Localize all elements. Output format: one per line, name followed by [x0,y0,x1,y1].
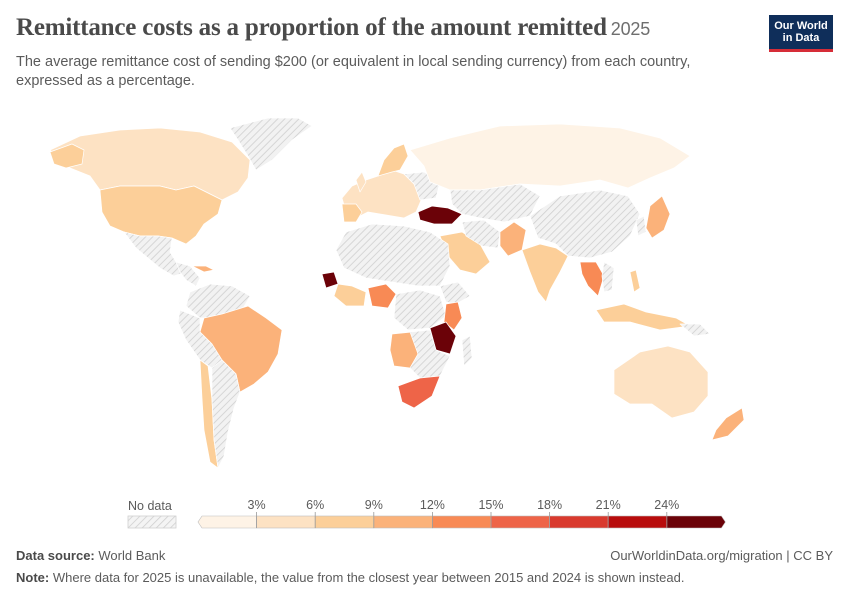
region-russia[interactable] [409,123,691,191]
legend-bin-8 [666,515,726,529]
data-source-label: Data source: [16,548,95,563]
region-central-africa[interactable] [393,289,447,331]
legend-bin-3 [373,515,433,529]
region-india[interactable] [521,243,569,303]
region-united-states[interactable] [99,185,223,245]
region-south-africa[interactable] [397,375,441,409]
region-nigeria[interactable] [367,283,397,309]
region-alaska[interactable] [49,143,85,169]
region-senegal[interactable] [321,271,339,289]
data-source: Data source: World Bank [16,548,165,563]
title-text: Remittance costs as a proportion of the … [16,14,607,41]
legend-bin-0 [197,515,257,529]
legend-tick-label: 9% [365,498,383,512]
legend-no-data-label: No data [128,499,172,513]
region-korea[interactable] [635,215,647,237]
chart-subtitle: The average remittance cost of sending $… [16,54,691,89]
region-uk[interactable] [355,171,367,193]
region-japan[interactable] [645,195,671,239]
legend-tick-label: 24% [654,498,679,512]
logo-line-1: Our World [774,20,828,32]
legend-tick-label: 21% [596,498,621,512]
region-thailand-myanmar[interactable] [579,261,605,297]
source-link[interactable]: OurWorldinData.org/migration | CC BY [610,548,833,563]
region-north-africa[interactable] [335,223,451,287]
color-legend: 3% 6% 9% 12% 15% 18% 21% 24% [127,498,726,529]
region-china[interactable] [529,189,641,259]
legend-tick-label: 6% [306,498,324,512]
legend-tick-label: 15% [478,498,503,512]
region-scandinavia[interactable] [377,143,409,177]
region-new-zealand[interactable] [711,407,745,441]
legend-bin-7 [607,515,668,529]
region-vietnam[interactable] [601,261,615,293]
legend-tick-label: 3% [248,498,266,512]
legend-no-data-swatch [127,515,177,529]
data-source-value: World Bank [98,548,166,563]
legend-bin-6 [549,515,609,529]
owid-logo[interactable]: Our World in Data [769,15,833,52]
region-west-africa[interactable] [333,283,367,307]
region-australia[interactable] [613,345,709,419]
region-indonesia[interactable] [595,303,691,331]
region-turkey[interactable] [417,205,463,225]
region-iberia[interactable] [341,203,363,223]
region-kenya[interactable] [443,301,463,331]
region-iran[interactable] [461,219,501,249]
legend-tick-label: 18% [537,498,562,512]
legend-bin-2 [314,515,375,529]
region-philippines[interactable] [629,269,641,293]
region-papua-new-guinea[interactable] [679,323,711,337]
region-central-america[interactable] [175,261,201,287]
legend-tick-label: 12% [420,498,445,512]
chart-title: Remittance costs as a proportion of the … [16,14,650,42]
region-madagascar[interactable] [461,335,473,367]
region-cuba[interactable] [191,265,215,273]
region-greenland[interactable] [229,117,313,171]
footnote-label: Note: [16,570,50,585]
footnote: Note: Where data for 2025 is unavailable… [16,570,684,585]
region-argentina[interactable] [211,359,241,469]
legend-bin-1 [256,515,316,529]
region-ethiopia[interactable] [439,281,471,305]
logo-line-2: in Data [782,32,820,44]
title-year: 2025 [610,19,651,39]
region-central-asia[interactable] [449,183,541,223]
footnote-text: Where data for 2025 is unavailable, the … [52,570,685,585]
world-map[interactable] [0,104,850,489]
legend-bin-4 [432,515,492,529]
legend-bin-5 [490,515,550,529]
